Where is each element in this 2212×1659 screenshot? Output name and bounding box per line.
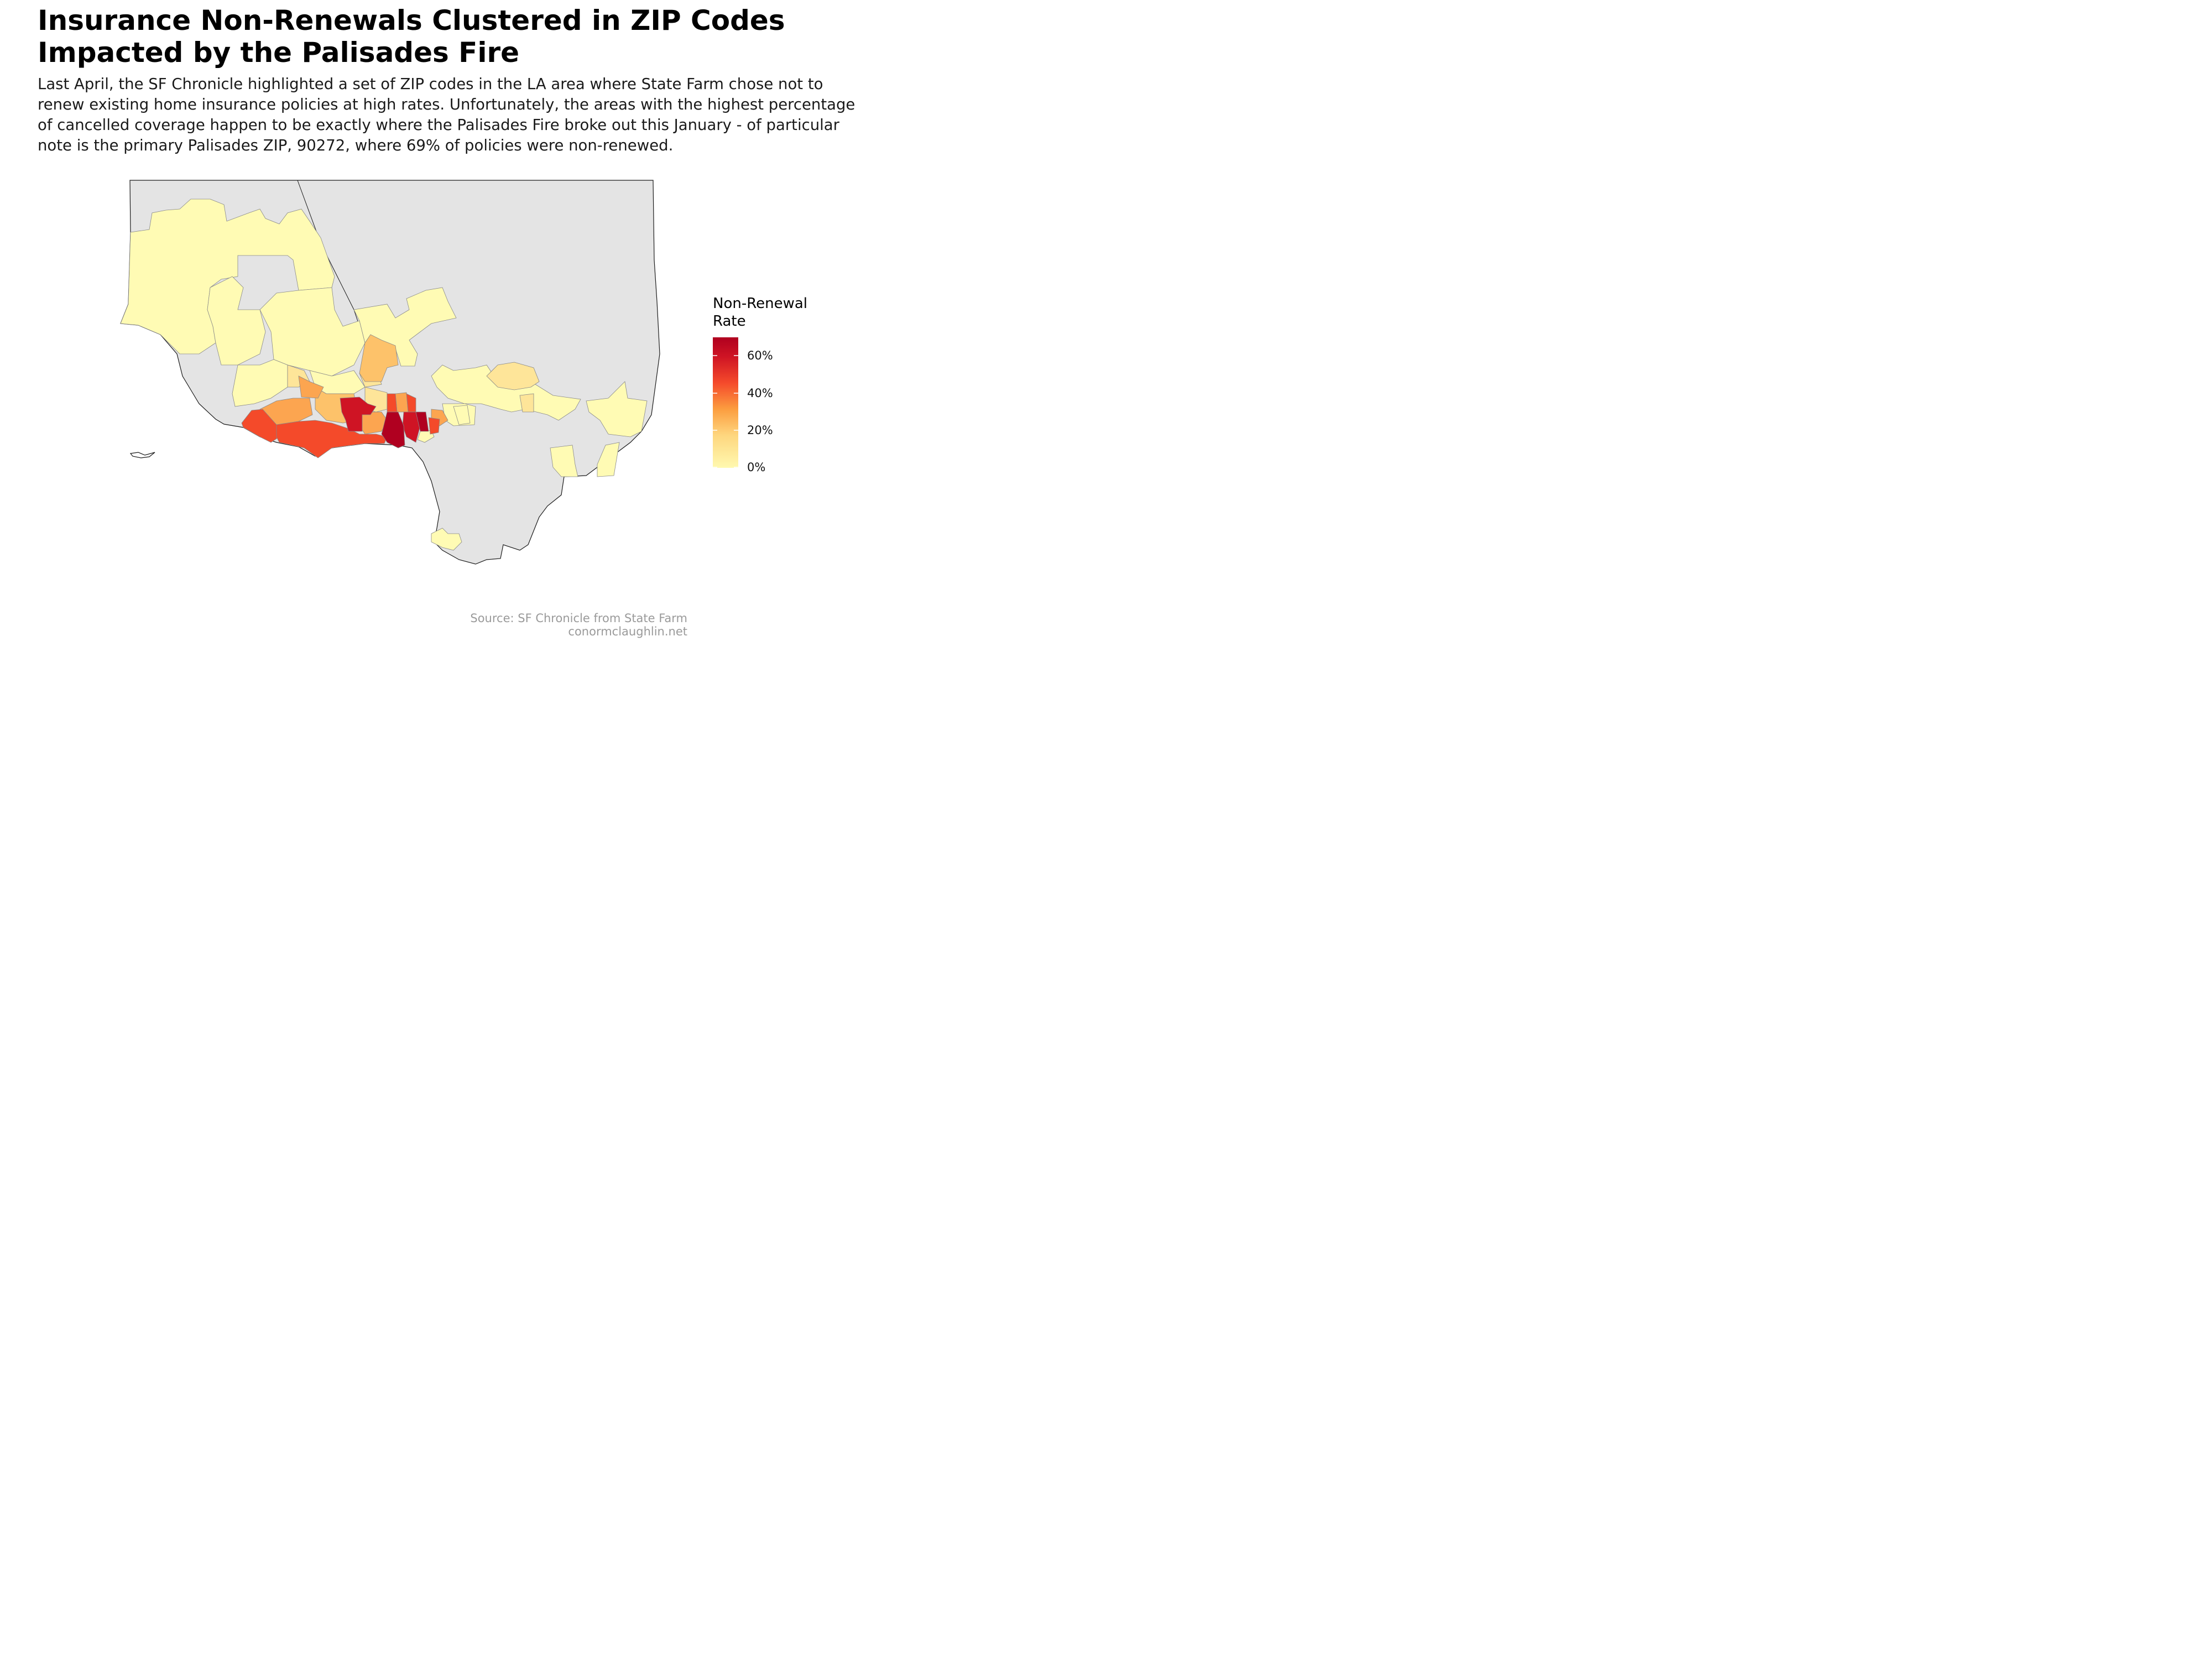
zip-area [381, 411, 405, 448]
legend-colorbar [713, 337, 738, 468]
zip-area [207, 276, 266, 366]
zip-area [431, 364, 581, 421]
legend-label-20: 20% [747, 424, 773, 437]
map-svg [120, 180, 738, 565]
zip-area [453, 405, 471, 425]
chart-title: Insurance Non-Renewals Clustered in ZIP … [38, 4, 785, 69]
zip-area [232, 359, 288, 407]
zip-area [550, 445, 578, 477]
zip-area [597, 442, 620, 477]
legend-label-60: 60% [747, 349, 773, 362]
island [129, 452, 155, 458]
legend-ticks [713, 355, 738, 468]
zip-area [428, 417, 440, 435]
zip-area [586, 381, 648, 437]
zip-area [340, 397, 377, 432]
zip-area [298, 375, 324, 399]
zip-area [486, 362, 540, 390]
chart-subtitle: Last April, the SF Chronicle highlighted… [38, 75, 855, 154]
legend-title: Non-Renewal Rate [713, 295, 808, 330]
source-caption: Source: SF Chronicle from State Farm con… [470, 612, 687, 638]
legend-label-0: 0% [747, 461, 766, 474]
source-line: Source: SF Chronicle from State Farm [470, 612, 687, 625]
zip-group-high [241, 393, 440, 458]
zip-area [519, 393, 534, 413]
website-line: conormclaughlin.net [568, 625, 687, 638]
map-figure: Insurance Non-Renewals Clustered in ZIP … [0, 0, 863, 648]
legend-label-40: 40% [747, 387, 773, 400]
zip-area [359, 334, 399, 382]
zip-area [387, 393, 398, 413]
zip-area [415, 411, 429, 432]
zip-group-low [120, 199, 648, 551]
zip-group-orange [259, 375, 448, 435]
zip-area [431, 528, 462, 551]
zip-area [395, 392, 409, 413]
zip-group-max [381, 411, 429, 448]
